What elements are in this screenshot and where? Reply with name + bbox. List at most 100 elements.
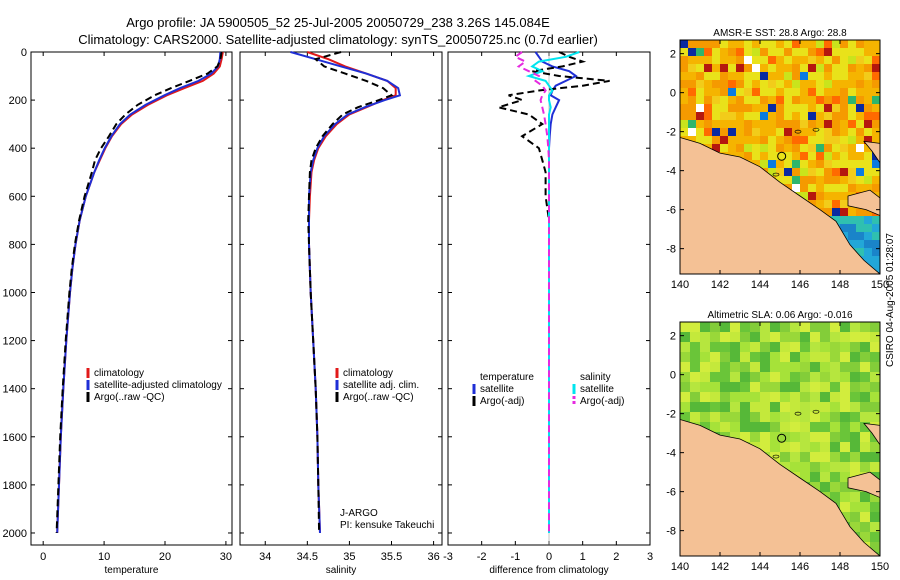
map-cell bbox=[768, 64, 776, 72]
map-cell bbox=[680, 112, 688, 120]
map-cell bbox=[750, 412, 760, 422]
map-cell bbox=[690, 402, 700, 412]
map-cell bbox=[864, 176, 872, 184]
y-tick-label: 1200 bbox=[3, 336, 27, 348]
map-cell bbox=[760, 322, 770, 332]
map-cell bbox=[870, 392, 880, 402]
map-cell bbox=[848, 64, 856, 72]
map-cell bbox=[816, 136, 824, 144]
map-cell bbox=[712, 144, 720, 152]
map-cell bbox=[830, 342, 840, 352]
legend-label: Argo(-adj) bbox=[480, 396, 524, 407]
map-cell bbox=[800, 442, 810, 452]
map-cell bbox=[790, 442, 800, 452]
map-cell bbox=[800, 72, 808, 80]
map-cell bbox=[840, 112, 848, 120]
map-cell bbox=[792, 176, 800, 184]
map-cell bbox=[784, 104, 792, 112]
map-cell bbox=[840, 208, 848, 216]
map-cell bbox=[710, 372, 720, 382]
map-cell bbox=[840, 342, 850, 352]
map-cell bbox=[728, 104, 736, 112]
map-cell bbox=[750, 352, 760, 362]
map-cell bbox=[840, 392, 850, 402]
map-cell bbox=[736, 144, 744, 152]
map-cell bbox=[720, 422, 730, 432]
map-cell bbox=[688, 96, 696, 104]
map-cell bbox=[760, 56, 768, 64]
map-cell bbox=[872, 232, 880, 240]
map-cell bbox=[780, 372, 790, 382]
map-cell bbox=[680, 64, 688, 72]
map-cell bbox=[856, 144, 864, 152]
map-cell bbox=[800, 64, 808, 72]
map-cell bbox=[800, 322, 810, 332]
map-cell bbox=[792, 80, 800, 88]
map-cell bbox=[776, 152, 784, 160]
map-cell bbox=[856, 128, 864, 136]
map-cell bbox=[864, 56, 872, 64]
map-cell bbox=[688, 48, 696, 56]
map-cell bbox=[850, 372, 860, 382]
map-cell bbox=[720, 144, 728, 152]
map-cell bbox=[872, 184, 880, 192]
map-cell bbox=[792, 112, 800, 120]
map-cell bbox=[824, 104, 832, 112]
map-cell bbox=[800, 382, 810, 392]
map-cell bbox=[808, 72, 816, 80]
map-cell bbox=[780, 332, 790, 342]
map-cell bbox=[770, 442, 780, 452]
map-cell bbox=[870, 402, 880, 412]
map-cell bbox=[752, 104, 760, 112]
map-cell bbox=[832, 168, 840, 176]
plot-frame bbox=[30, 51, 233, 546]
map-cell bbox=[860, 372, 870, 382]
map-cell bbox=[768, 104, 776, 112]
credit-line-2: PI: kensuke Takeuchi bbox=[340, 520, 434, 531]
map-cell bbox=[850, 402, 860, 412]
map-cell bbox=[720, 112, 728, 120]
map-cell bbox=[840, 332, 850, 342]
map-cell bbox=[760, 144, 768, 152]
map-cell bbox=[856, 96, 864, 104]
map-cell bbox=[808, 80, 816, 88]
map-cell bbox=[792, 40, 800, 48]
map-cell bbox=[848, 136, 856, 144]
map-cell bbox=[840, 184, 848, 192]
map-cell bbox=[808, 136, 816, 144]
map-cell bbox=[832, 120, 840, 128]
map-cell bbox=[776, 144, 784, 152]
map-cell bbox=[820, 402, 830, 412]
map-cell bbox=[840, 192, 848, 200]
map-cell bbox=[820, 462, 830, 472]
map-cell bbox=[856, 120, 864, 128]
map-cell bbox=[720, 362, 730, 372]
map-cell bbox=[744, 56, 752, 64]
map-cell bbox=[808, 168, 816, 176]
x-tick-label: 35.5 bbox=[381, 551, 402, 563]
map-cell bbox=[816, 80, 824, 88]
map-cell bbox=[760, 372, 770, 382]
map-cell bbox=[768, 96, 776, 104]
map-cell bbox=[780, 362, 790, 372]
map-cell bbox=[784, 88, 792, 96]
map-cell bbox=[740, 372, 750, 382]
map-cell bbox=[730, 322, 740, 332]
y-tick-label: 0 bbox=[670, 88, 676, 100]
map-cell bbox=[810, 432, 820, 442]
map-cell bbox=[776, 64, 784, 72]
map-cell bbox=[784, 64, 792, 72]
map-cell bbox=[760, 136, 768, 144]
map-cell bbox=[730, 372, 740, 382]
title-line-1: Argo profile: JA 5900505_52 25-Jul-2005 … bbox=[126, 15, 550, 30]
map-cell bbox=[740, 322, 750, 332]
map-cell bbox=[816, 200, 824, 208]
land-new-guinea bbox=[680, 419, 880, 556]
map-cell bbox=[830, 402, 840, 412]
map-cell bbox=[864, 184, 872, 192]
map-cell bbox=[736, 112, 744, 120]
map-cell bbox=[728, 72, 736, 80]
map-cell bbox=[688, 136, 696, 144]
map-cell bbox=[740, 422, 750, 432]
map-cell bbox=[840, 492, 850, 502]
